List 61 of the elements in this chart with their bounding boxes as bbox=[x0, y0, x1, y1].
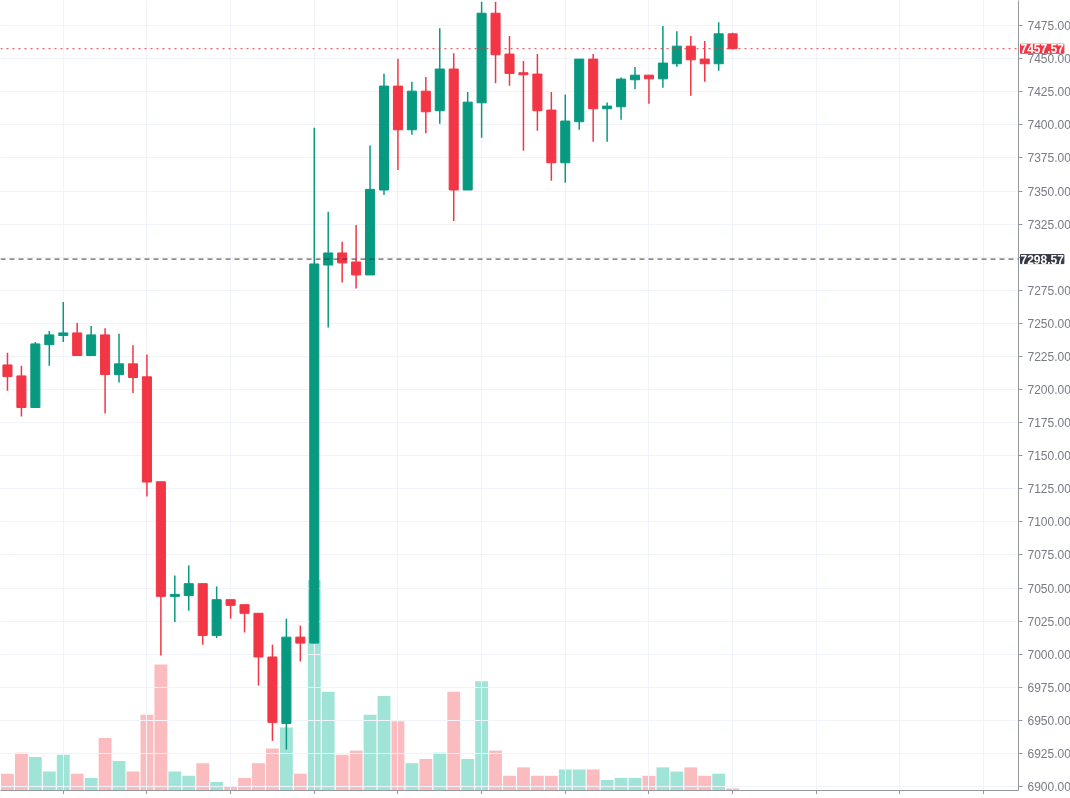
y-tick-label: 7400.00 bbox=[1027, 118, 1070, 133]
candlestick bbox=[114, 333, 125, 384]
y-tick-label: 7475.00 bbox=[1027, 19, 1070, 34]
y-tick-label: 6950.00 bbox=[1027, 713, 1070, 728]
bar bbox=[712, 773, 726, 790]
candlestick bbox=[602, 101, 613, 143]
candlestick bbox=[671, 30, 682, 68]
y-tick-label: 7325.00 bbox=[1027, 217, 1070, 232]
y-tick-label: 7075.00 bbox=[1027, 548, 1070, 563]
bar bbox=[112, 761, 126, 790]
candlestick bbox=[183, 564, 194, 612]
y-tick-label: 7250.00 bbox=[1027, 316, 1070, 331]
candlestick bbox=[323, 210, 334, 329]
bar bbox=[293, 773, 307, 790]
bar bbox=[586, 769, 600, 790]
y-tick-label: 7425.00 bbox=[1027, 85, 1070, 100]
y-tick-label: 7050.00 bbox=[1027, 581, 1070, 596]
y-tick-label: 7150.00 bbox=[1027, 449, 1070, 464]
y-tick-label: 7000.00 bbox=[1027, 647, 1070, 662]
bar bbox=[363, 714, 377, 790]
candlestick bbox=[127, 344, 139, 394]
candlestick bbox=[420, 76, 431, 135]
bar bbox=[196, 763, 210, 790]
bar bbox=[433, 752, 447, 790]
candlestick bbox=[657, 25, 668, 89]
candlestick bbox=[86, 325, 97, 357]
y-tick-label: 7175.00 bbox=[1027, 416, 1070, 431]
candlestick bbox=[44, 330, 55, 367]
candlestick bbox=[351, 224, 362, 290]
y-tick-label: 7225.00 bbox=[1027, 349, 1070, 364]
candlestick bbox=[225, 598, 236, 620]
candlestick bbox=[518, 60, 529, 152]
y-tick-label: 7350.00 bbox=[1027, 184, 1070, 199]
y-tick-label: 7125.00 bbox=[1027, 482, 1070, 497]
bar bbox=[447, 691, 461, 790]
candlestick bbox=[169, 574, 180, 623]
candlestick bbox=[239, 603, 250, 634]
candlestick bbox=[2, 351, 13, 392]
y-tick-label: 7275.00 bbox=[1027, 283, 1070, 298]
candlestick bbox=[72, 322, 83, 357]
bar bbox=[279, 727, 293, 790]
bar bbox=[377, 695, 391, 790]
y-tick-label: 7100.00 bbox=[1027, 515, 1070, 530]
candlestick bbox=[629, 66, 641, 90]
y-tick-label: 7375.00 bbox=[1027, 151, 1070, 166]
bar bbox=[70, 773, 84, 790]
ref-line-label: 7298.57 bbox=[1020, 252, 1065, 267]
candlestick bbox=[58, 301, 69, 343]
candlestick bbox=[337, 240, 348, 284]
candlestick bbox=[295, 624, 306, 663]
y-tick-label: 7025.00 bbox=[1027, 614, 1070, 629]
bar bbox=[210, 782, 224, 790]
y-tick-label: 7200.00 bbox=[1027, 383, 1070, 398]
bar bbox=[405, 763, 419, 790]
candlestick bbox=[643, 74, 654, 105]
bar bbox=[84, 777, 98, 790]
bar bbox=[98, 737, 112, 790]
y-tick-label: 6925.00 bbox=[1027, 746, 1070, 761]
y-tick-label: 6900.00 bbox=[1027, 780, 1070, 795]
bar bbox=[419, 758, 433, 790]
y-tick-label: 6975.00 bbox=[1027, 680, 1070, 695]
